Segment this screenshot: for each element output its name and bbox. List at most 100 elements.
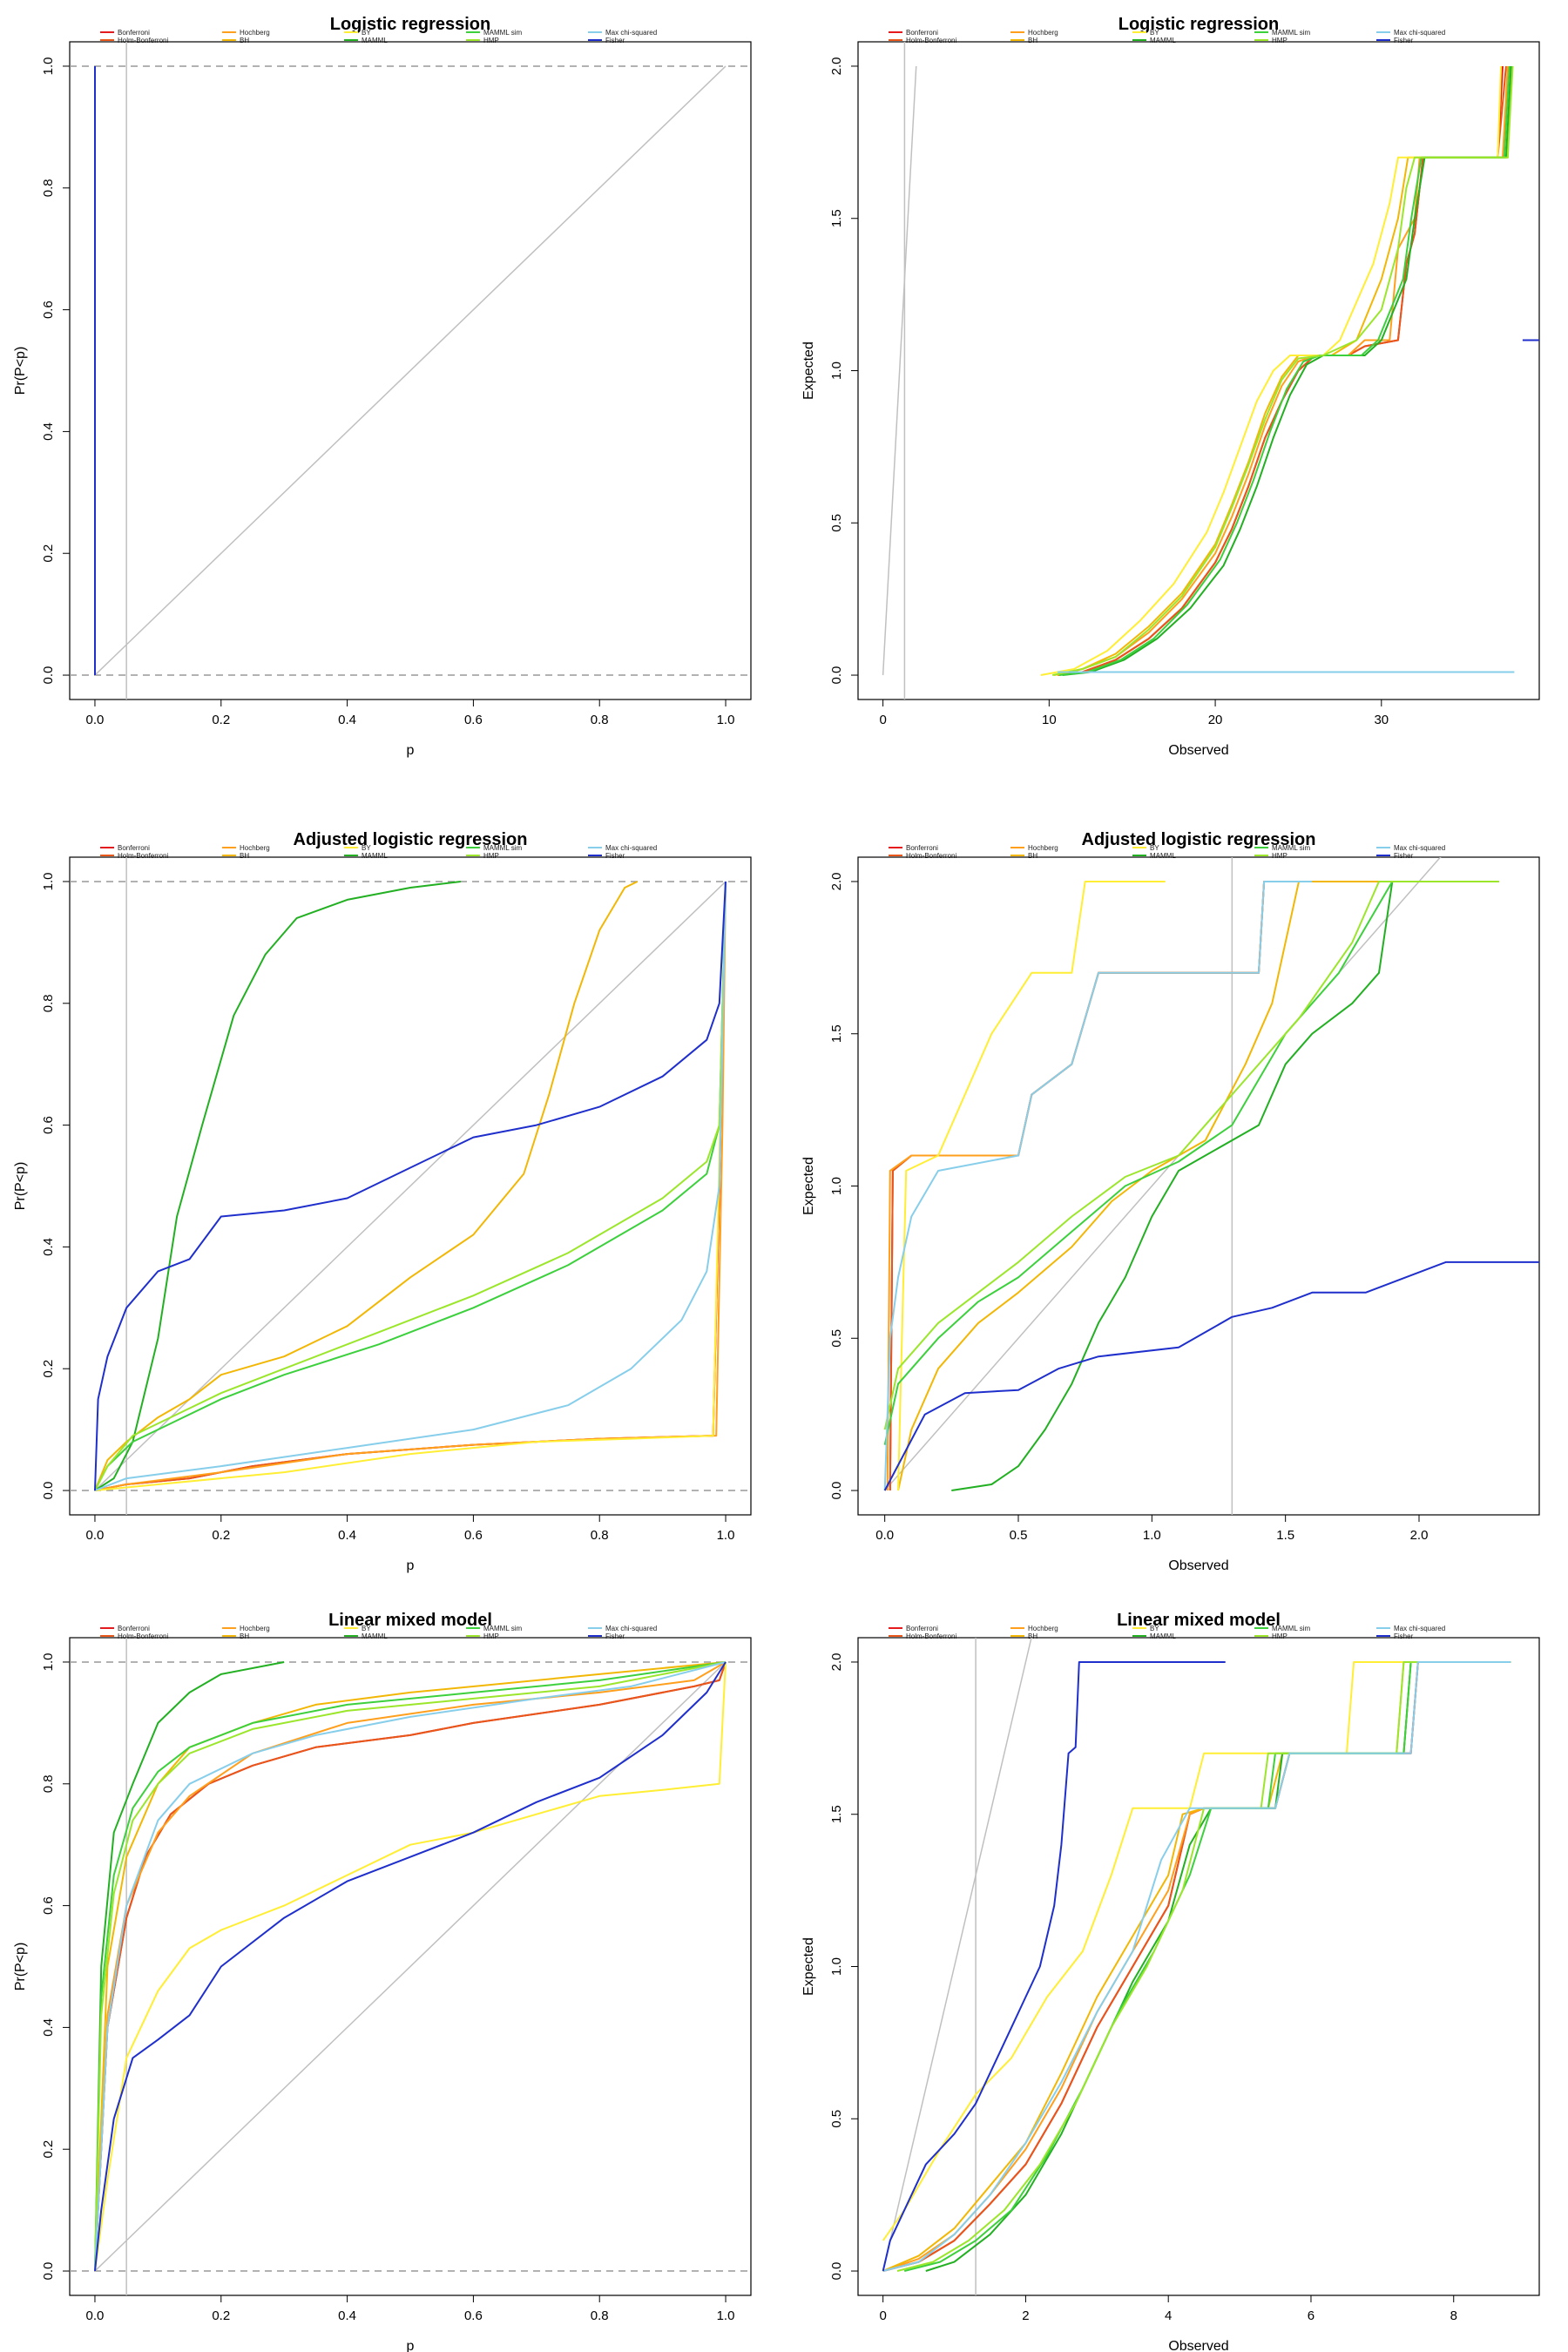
legend-label: Holm-Bonferroni xyxy=(906,852,956,860)
legend-label: MAMML sim xyxy=(483,1625,522,1632)
series-mamml-sim xyxy=(94,1661,727,2272)
plot-frame xyxy=(69,41,752,700)
x-tick-label: 1.0 xyxy=(717,1528,735,1543)
x-tick-label: 0.6 xyxy=(464,2308,483,2323)
diagonal-line xyxy=(882,1638,1032,2272)
series-hmp xyxy=(1051,65,1514,676)
legend-label: Fisher xyxy=(1394,1632,1414,1640)
y-tick-label: 1.0 xyxy=(41,873,56,891)
y-tick-label: 0.4 xyxy=(41,1238,56,1256)
legend-label: Holm-Bonferroni xyxy=(118,852,168,860)
legend-label: Max chi-squared xyxy=(605,29,657,37)
y-tick-label: 1.0 xyxy=(829,1177,844,1195)
x-axis-label: Observed xyxy=(1168,743,1228,758)
y-tick-label: 0.5 xyxy=(829,2110,844,2128)
series-bonferroni xyxy=(882,1661,1511,2272)
series-hochberg xyxy=(1057,65,1509,676)
x-tick-label: 0.8 xyxy=(591,713,609,727)
legend: BonferroniHolm-BonferroniHochbergBHBYMAM… xyxy=(100,844,657,860)
y-tick-label: 0.8 xyxy=(41,179,56,197)
legend-label: HMP xyxy=(483,37,499,44)
series-fisher xyxy=(882,1661,1226,2272)
legend-label: BH xyxy=(240,1632,249,1640)
y-tick-label: 0.8 xyxy=(41,1774,56,1793)
series-hmp xyxy=(94,1661,727,2272)
diagonal-line xyxy=(884,857,1442,1491)
y-tick-label: 0.2 xyxy=(41,1360,56,1378)
x-tick-label: 0.0 xyxy=(86,2308,105,2323)
legend-label: MAMML xyxy=(362,37,388,44)
x-tick-label: 1.0 xyxy=(1143,1528,1161,1543)
x-tick-label: 10 xyxy=(1042,713,1057,727)
y-tick-label: 1.5 xyxy=(829,209,844,227)
legend-label: Bonferroni xyxy=(118,1625,150,1632)
x-tick-label: 1.0 xyxy=(717,713,735,727)
x-tick-label: 0.4 xyxy=(338,2308,356,2323)
chart-panel-4: Adjusted logistic regression BonferroniHo… xyxy=(801,830,1540,1573)
series-mamml-sim xyxy=(94,881,727,1491)
series-holm-bonferroni xyxy=(882,1661,1511,2272)
y-axis-label: Expected xyxy=(801,1157,816,1215)
legend-label: BY xyxy=(362,29,371,37)
legend-label: Bonferroni xyxy=(118,29,150,37)
legend-label: Max chi-squared xyxy=(605,844,657,852)
legend-label: Bonferroni xyxy=(906,844,938,852)
series-hmp xyxy=(94,881,727,1491)
legend-label: BY xyxy=(1150,1625,1159,1632)
legend-label: MAMML sim xyxy=(1272,844,1310,852)
chart-title: Logistic regression xyxy=(1119,15,1280,34)
legend-label: BY xyxy=(1150,29,1159,37)
chart-panel-3: Adjusted logistic regressionBonferroniHo… xyxy=(13,830,752,1573)
legend-label: Holm-Bonferroni xyxy=(118,1632,168,1640)
legend-label: Hochberg xyxy=(240,1625,270,1632)
legend-label: Holm-Bonferroni xyxy=(118,37,168,44)
diagonal-line xyxy=(882,65,917,676)
legend-label: MAMML xyxy=(1150,37,1176,44)
y-tick-label: 0.0 xyxy=(41,1482,56,1500)
series-mamml xyxy=(94,1661,285,2272)
y-tick-label: 0.5 xyxy=(829,1329,844,1348)
y-tick-label: 0.2 xyxy=(41,544,56,563)
y-axis-label: Pr(P<p) xyxy=(13,1162,28,1211)
series-mamml xyxy=(951,881,1419,1491)
series-bh xyxy=(897,881,1419,1491)
plot-area xyxy=(70,42,751,700)
series-by xyxy=(1040,65,1503,676)
legend-label: Hochberg xyxy=(240,844,270,852)
legend-label: BY xyxy=(1150,844,1159,852)
legend-label: Bonferroni xyxy=(906,1625,938,1632)
x-tick-label: 4 xyxy=(1165,2308,1172,2323)
x-tick-label: 2 xyxy=(1022,2308,1029,2323)
series-fisher xyxy=(94,881,727,1491)
plot-area xyxy=(883,857,1539,1515)
legend-label: BH xyxy=(1028,37,1037,44)
series-max-chi-squared xyxy=(94,1661,727,2272)
y-tick-label: 0.4 xyxy=(41,2018,56,2037)
x-tick-label: 0.2 xyxy=(212,1528,230,1543)
series-by xyxy=(94,1661,727,2272)
chart-title: Adjusted logistic regression xyxy=(1082,830,1316,849)
x-tick-label: 0.2 xyxy=(212,2308,230,2323)
diagonal-line xyxy=(94,881,727,1491)
legend-label: Max chi-squared xyxy=(1394,1625,1445,1632)
plot-area xyxy=(70,1638,751,2295)
legend-label: HMP xyxy=(1272,852,1288,860)
y-axis-label: Pr(P<p) xyxy=(13,347,28,395)
series-fisher xyxy=(883,1260,1539,1491)
y-tick-label: 1.0 xyxy=(41,57,56,76)
series-hochberg xyxy=(882,1661,1511,2272)
series-mamml-sim xyxy=(883,881,1499,1445)
legend-label: MAMML xyxy=(362,1632,388,1640)
legend-label: HMP xyxy=(483,852,499,860)
chart-panel-5: Linear mixed model BonferroniHolm-Bonferr… xyxy=(13,1611,752,2352)
series-max-chi-squared xyxy=(94,881,727,1491)
plot-frame xyxy=(857,1637,1540,2296)
legend-label: Holm-Bonferroni xyxy=(906,1632,956,1640)
y-tick-label: 2.0 xyxy=(829,873,844,891)
x-tick-label: 0.4 xyxy=(338,713,356,727)
x-axis-label: p xyxy=(407,743,415,758)
series-hochberg xyxy=(94,881,727,1491)
chart-title: Logistic regression xyxy=(330,15,491,34)
x-axis-label: p xyxy=(407,2339,415,2352)
chart-panel-1: Logistic regression BonferroniHolm-Bonfer… xyxy=(13,15,752,758)
